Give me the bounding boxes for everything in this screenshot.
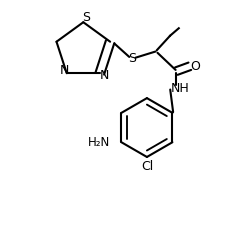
Text: NH: NH — [171, 82, 190, 95]
Text: N: N — [100, 69, 109, 82]
Text: N: N — [60, 64, 69, 77]
Text: S: S — [82, 11, 90, 24]
Text: S: S — [128, 52, 136, 65]
Text: H₂N: H₂N — [88, 136, 110, 149]
Text: O: O — [190, 60, 200, 73]
Text: Cl: Cl — [141, 160, 153, 173]
